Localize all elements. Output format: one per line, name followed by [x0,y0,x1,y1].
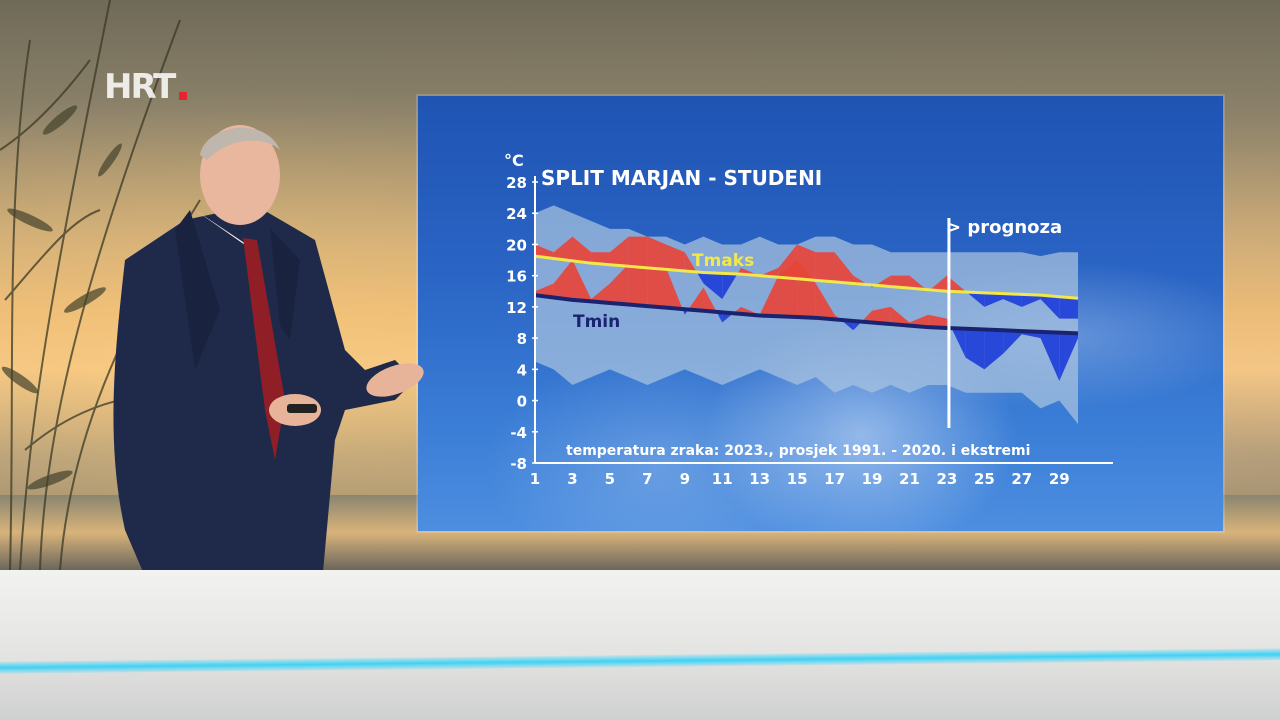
max-anomaly-segment [1021,294,1041,307]
x-tick-label: 7 [642,470,652,488]
max-anomaly-segment [1003,293,1022,307]
min-anomaly-segment [984,329,1004,370]
x-tick-label: 1 [530,470,540,488]
forecast-label: > prognoza [946,217,1062,238]
text-layer: SPLIT MARJAN - STUDENI °C temperatura zr… [504,151,1062,459]
chart-caption: temperatura zraka: 2023., prosjek 1991. … [566,443,1030,459]
min-anomaly-segment [797,260,816,318]
min-anomaly-segment [716,311,723,323]
min-anomaly-segment [928,314,947,328]
max-anomaly-segment [722,273,738,300]
max-anomaly-segment [647,236,667,270]
x-tick-label: 17 [824,470,845,488]
min-anomaly-segment [553,260,573,300]
x-tick-label: 29 [1049,470,1070,488]
x-tick-label: 15 [787,470,808,488]
channel-logo: HRT [104,66,188,108]
max-anomaly-segment [1059,296,1078,319]
min-anomaly-segment [647,267,667,308]
max-anomaly-segment [609,236,629,267]
max-anomaly-segment [815,252,835,282]
max-anomaly-segment [535,244,554,259]
max-anomaly-segment [966,292,985,307]
max-anomaly-segment [628,236,648,268]
max-anomaly-segment [696,271,704,284]
x-tick-label: 5 [605,470,615,488]
x-tick-label: 11 [712,470,733,488]
x-tick-label: 27 [1011,470,1032,488]
min-anomaly-segment [703,287,717,312]
y-tick-label: 24 [506,205,527,223]
min-anomaly-segment [861,310,873,323]
x-tick-label: 9 [680,470,690,488]
min-anomaly-segment [815,283,835,320]
y-tick-label: -4 [510,424,527,442]
tmaks-line [534,254,1079,300]
min-anomaly-segment [572,260,592,302]
x-tick-label: 3 [567,470,577,488]
x-tick-label: 13 [749,470,770,488]
min-anomaly-segment [778,260,798,318]
min-anomaly-segment [666,267,683,310]
y-tick-label: 12 [506,299,527,317]
max-anomaly-segment [875,275,891,287]
min-anomaly-segment [965,328,985,370]
max-anomaly-segment [909,275,927,290]
min-anomaly-segment [1059,332,1078,382]
max-anomaly-segment [890,275,910,289]
x-tick-label: 19 [862,470,883,488]
max-anomaly-segment [684,252,697,272]
logo-red-square [179,92,188,100]
y-tick-label: 8 [517,330,527,348]
max-anomaly-segment [929,275,947,292]
min-anomaly-segment [591,283,610,303]
min-anomaly-segment [1003,330,1022,354]
y-tick-label: 16 [506,268,527,286]
y-tick-label: 28 [506,174,527,192]
min-anomaly-segment [688,287,704,311]
tmin-line [534,293,1079,336]
x-tick-label: 25 [974,470,995,488]
max-anomaly-segment [591,252,610,265]
y-tick-label: 20 [506,236,527,254]
max-anomaly-segment [703,272,723,300]
x-tick-label: 21 [899,470,920,488]
chart-title: SPLIT MARJAN - STUDENI [541,166,822,190]
max-anomaly-segment [1040,295,1060,319]
min-anomaly-segment [759,275,779,317]
x-tick-label: 23 [936,470,957,488]
min-anomaly-segment [628,263,648,307]
tmaks-series-label: Tmaks [692,251,754,271]
y-tick-label: 0 [517,393,527,411]
channel-logo-text: HRT [104,67,176,107]
min-anomaly-segment [609,263,629,305]
min-anomaly-segment [951,328,966,358]
max-anomaly-segment [984,292,1004,307]
average-lines-layer [534,254,1079,336]
y-tick-label: 4 [517,361,527,379]
min-anomaly-segment [890,306,910,326]
anomaly-layer [535,236,1078,382]
tmin-series-label: Tmin [573,312,620,332]
max-anomaly-segment [553,236,573,261]
max-anomaly-segment [572,236,592,264]
max-anomaly-segment [946,275,966,293]
min-anomaly-segment [872,306,891,325]
max-anomaly-segment [834,252,854,284]
studio-floor [0,570,1280,720]
y-tick-label: -8 [510,455,527,473]
y-axis-unit: °C [504,151,524,170]
max-anomaly-segment [666,244,685,271]
weather-screen: 28 24 20 16 12 8 4 0 -4 -8 1 3 5 7 9 11 13 15 17 19 21 23 25 27… [418,96,1223,531]
min-anomaly-segment [1040,331,1060,382]
